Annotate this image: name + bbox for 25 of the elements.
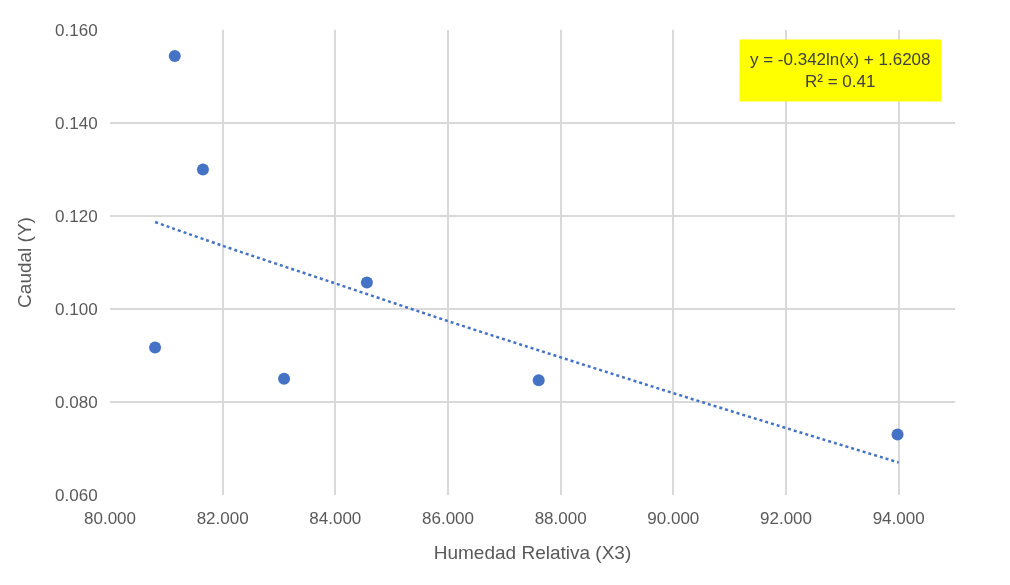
line-series [153,220,900,464]
y-tick-label: 0.060 [55,485,98,505]
y-tick-label: 0.160 [55,20,98,40]
x-tick-label: 80.000 [84,509,136,529]
x-tick-label: 86.000 [422,509,474,529]
point [149,341,162,354]
y-tick-label: 0.140 [55,113,98,133]
x-axis-title: Humedad Relativa (X3) [433,542,632,564]
point [360,276,373,289]
x-tick-label: 94.000 [872,509,925,529]
x-tick-label: 88.000 [534,509,587,529]
y-tick-label: 0.080 [55,392,98,412]
point [196,163,209,176]
x-tick-label: 90.000 [647,509,700,529]
point [891,428,904,441]
x-tick-label: 82.000 [196,509,249,529]
point [168,50,181,63]
y-tick-label: 0.120 [55,206,98,226]
x-tick-label: 84.000 [309,509,362,529]
point [278,372,291,385]
y-axis-title: Caudal (Y) [13,217,35,308]
annotation: y = -0.342ln(x) + 1.6208 R² = 0.41 [750,50,931,92]
y-tick-label: 0.100 [55,299,98,319]
point [532,374,545,387]
x-tick-label: 92.000 [760,509,812,529]
